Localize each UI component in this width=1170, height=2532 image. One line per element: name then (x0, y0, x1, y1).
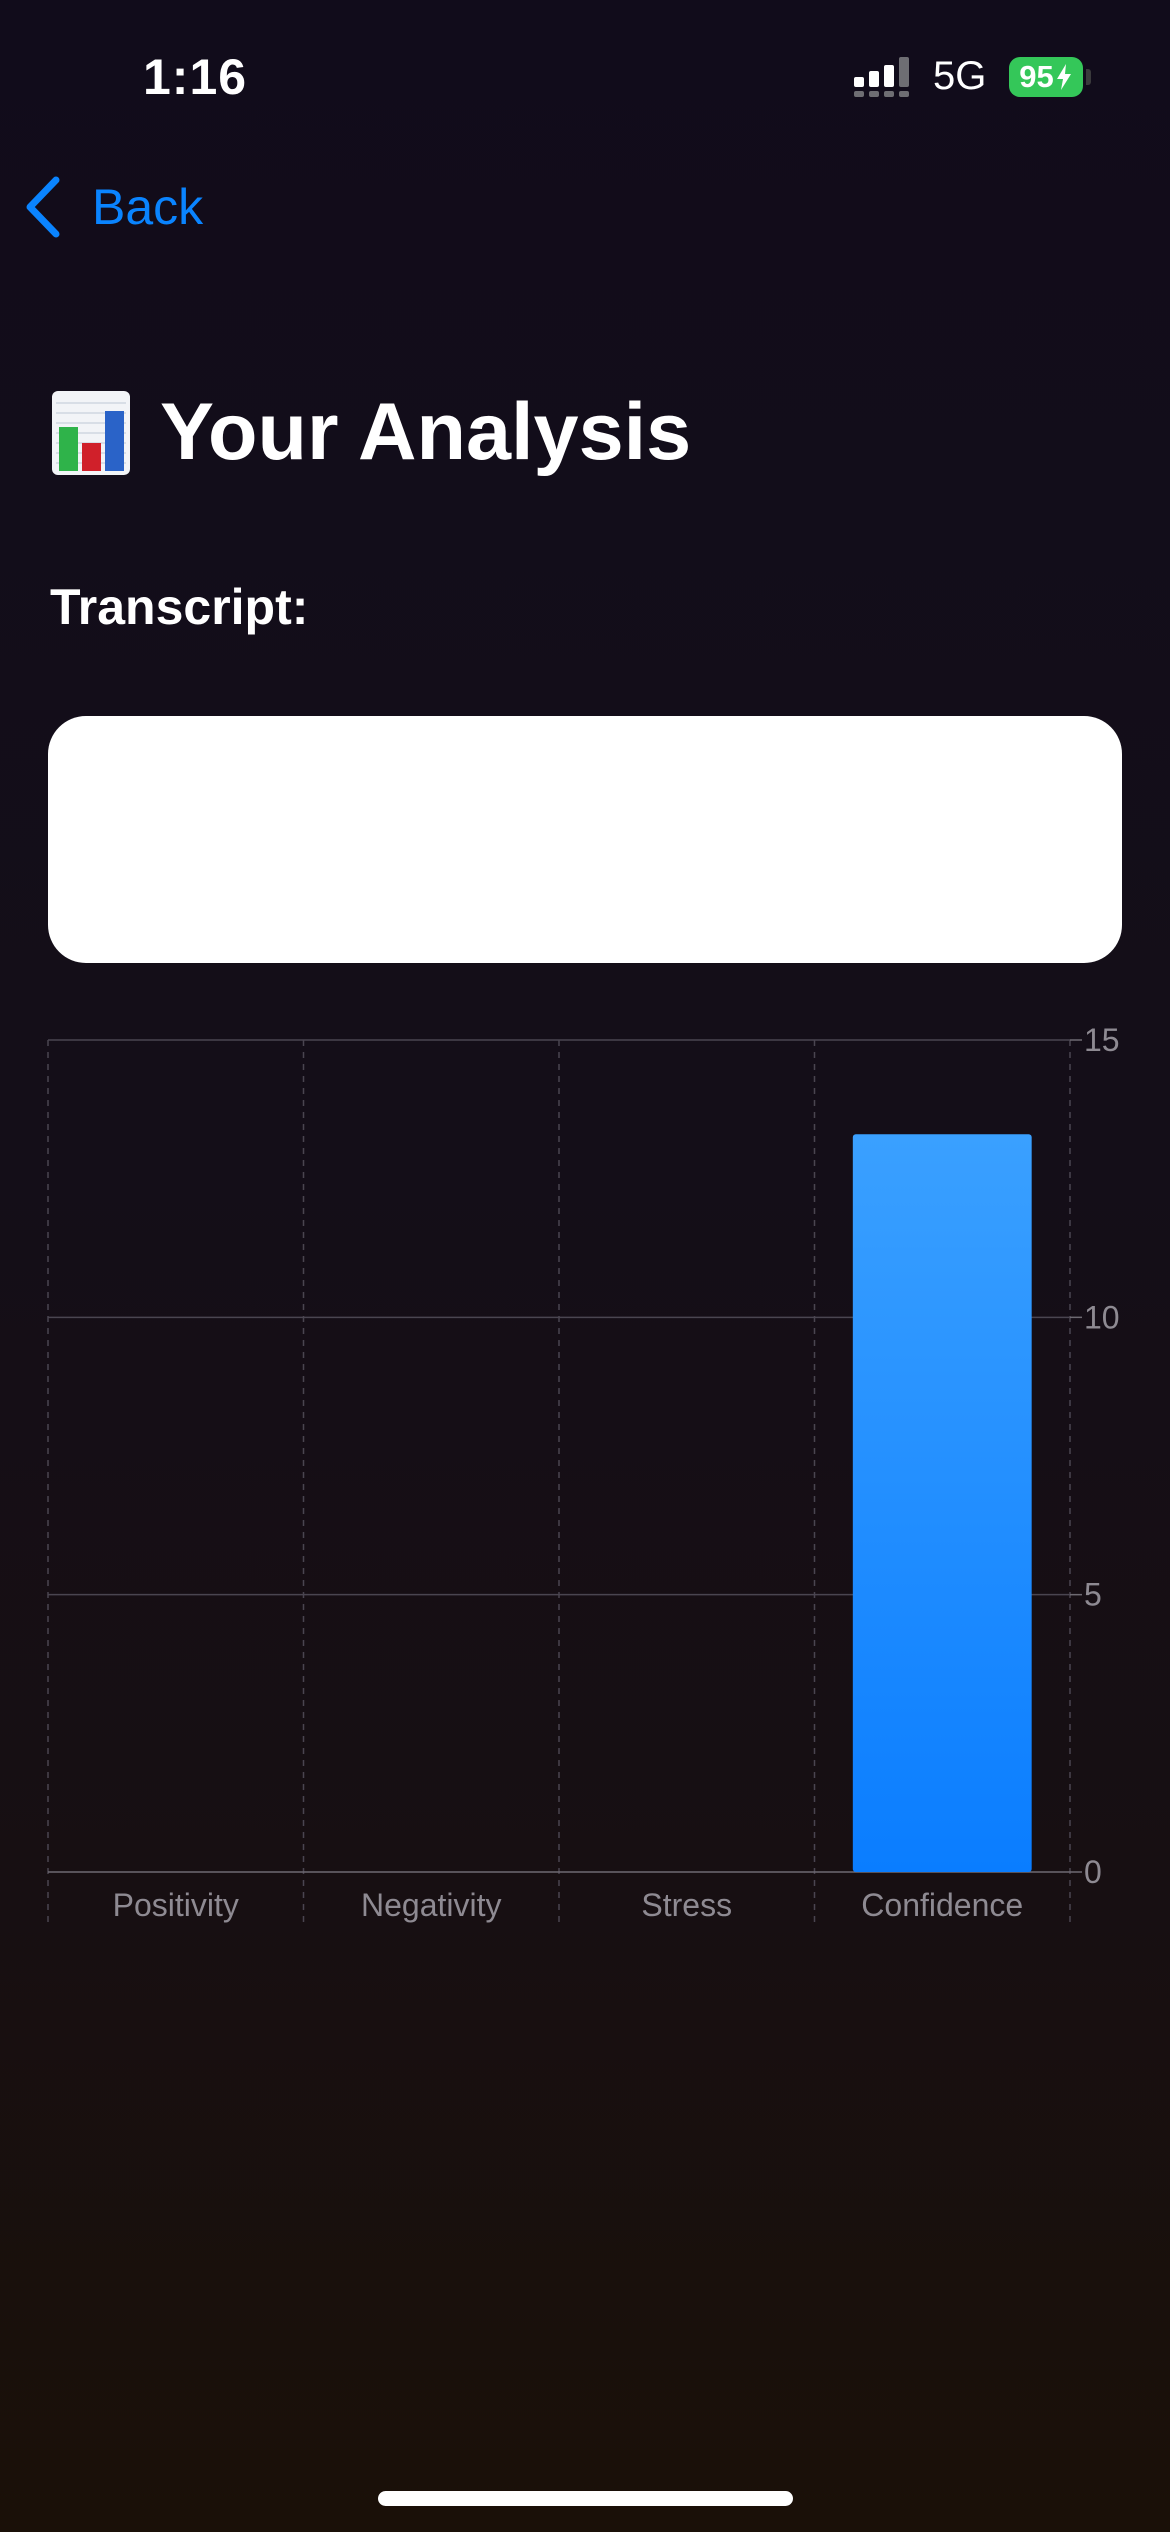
battery-nub (1086, 69, 1091, 85)
y-tick-label: 10 (1084, 1299, 1120, 1335)
x-tick-label: Negativity (361, 1887, 502, 1923)
transcript-label: Transcript: (50, 579, 309, 635)
x-tick-label: Confidence (861, 1887, 1023, 1923)
page-title: Your Analysis (160, 387, 692, 477)
x-tick-label: Positivity (113, 1887, 239, 1923)
y-tick-label: 5 (1084, 1577, 1102, 1613)
y-tick-label: 15 (1084, 1022, 1120, 1058)
charging-bolt-icon (1056, 64, 1071, 90)
chevron-left-icon (26, 176, 60, 238)
battery-level: 95 (1019, 59, 1054, 94)
bar-chart-emoji-icon (52, 390, 130, 475)
y-tick-label: 0 (1084, 1854, 1102, 1890)
analysis-bar-chart: 0 5 10 15 Positivity Negativity Stress Confiden… (47, 1022, 1120, 1928)
back-button[interactable]: Back (22, 172, 203, 242)
signal-strength-icon (854, 57, 909, 97)
x-tick-label: Stress (641, 1887, 732, 1923)
transcript-box (48, 716, 1122, 963)
bar-confidence (852, 1134, 1032, 1872)
back-label: Back (92, 179, 204, 235)
network-type: 5G (933, 54, 987, 98)
status-time: 1:16 (143, 49, 248, 105)
page-header: Your Analysis (50, 386, 691, 479)
battery-icon: 95 (1009, 57, 1083, 97)
home-indicator[interactable] (378, 2491, 793, 2506)
